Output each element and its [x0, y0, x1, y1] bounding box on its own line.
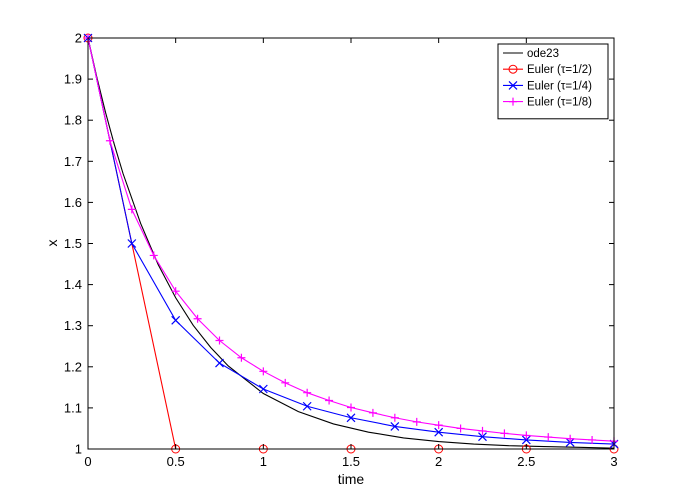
x-axis-label: time: [338, 471, 365, 487]
series-line-0: [87, 37, 615, 449]
legend-swatch-marker: [509, 97, 517, 106]
y-tick-label: 1.7: [64, 154, 82, 169]
series-2-marker: [171, 315, 181, 325]
series-3-marker: [215, 336, 224, 345]
series-2-marker: [521, 435, 531, 445]
series-2-marker: [215, 358, 224, 368]
ticks-layer: 0 0.5 1 1.5 2 2.5 3 1 1.1 1.2 1.3 1.4 1.5 1.6 1.7 1.8 1.…: [64, 31, 618, 470]
x-tick-label: 2: [435, 454, 442, 469]
x-tick-label: 0.5: [167, 454, 185, 469]
x-tick-label: 0: [84, 454, 91, 469]
y-tick-label: 1.1: [64, 400, 82, 415]
x-tick-label: 1: [260, 454, 267, 469]
y-tick-label: 1.8: [64, 113, 82, 128]
y-tick-label: 1.9: [64, 72, 82, 87]
series-3-marker: [149, 251, 158, 260]
y-axis-label: x: [44, 240, 60, 247]
series-3-marker: [171, 287, 180, 296]
y-tick-label: 1.6: [64, 195, 82, 210]
legend-label: Euler (τ=1/2): [527, 64, 592, 76]
y-tick-label: 2: [75, 31, 82, 46]
series-3-marker: [390, 413, 399, 422]
series-3-marker: [281, 378, 290, 387]
series-3-marker: [105, 136, 114, 145]
legend-label: Euler (τ=1/4): [527, 80, 592, 92]
series-3-marker: [303, 388, 312, 397]
series-2-marker: [434, 427, 444, 437]
legend: ode23 Euler (τ=1/2) Euler (τ=1/4) Euler (τ=…: [497, 43, 609, 120]
x-tick-label: 1.5: [342, 454, 360, 469]
series-3-marker: [500, 429, 509, 438]
series-3-marker: [456, 424, 465, 433]
series-3-marker: [544, 433, 553, 442]
series-3-marker: [193, 314, 202, 323]
series-3-marker: [412, 417, 421, 426]
y-tick-label: 1.3: [64, 318, 82, 333]
series-3-marker: [325, 396, 334, 405]
x-tick-label: 2.5: [517, 454, 535, 469]
series-3-marker: [478, 426, 487, 435]
legend-swatch-marker: [508, 64, 518, 74]
series-2-marker: [302, 401, 312, 411]
legend-label: ode23: [527, 48, 559, 60]
series-3-marker: [434, 421, 443, 430]
x-tick-label: 3: [610, 454, 617, 469]
series-3-marker: [347, 403, 355, 412]
y-tick-label: 1: [75, 442, 82, 457]
series-3-marker: [566, 434, 575, 443]
y-tick-label: 1.2: [64, 359, 82, 374]
series-3-marker: [368, 408, 377, 417]
series-3-marker: [259, 367, 268, 376]
series-3-marker: [522, 431, 531, 440]
series-2-marker: [390, 421, 400, 431]
y-tick-label: 1.4: [64, 277, 82, 292]
series-3-marker: [127, 205, 136, 214]
legend-swatch-marker: [508, 80, 518, 90]
series-3-marker: [588, 435, 597, 444]
y-tick-label: 1.5: [64, 236, 82, 251]
series-2-marker: [127, 239, 137, 248]
series-2-marker: [258, 384, 268, 394]
series-2-marker: [346, 413, 356, 423]
series-2-marker: [478, 432, 487, 442]
legend-label: Euler (τ=1/8): [527, 97, 592, 109]
series-3-marker: [237, 353, 246, 362]
